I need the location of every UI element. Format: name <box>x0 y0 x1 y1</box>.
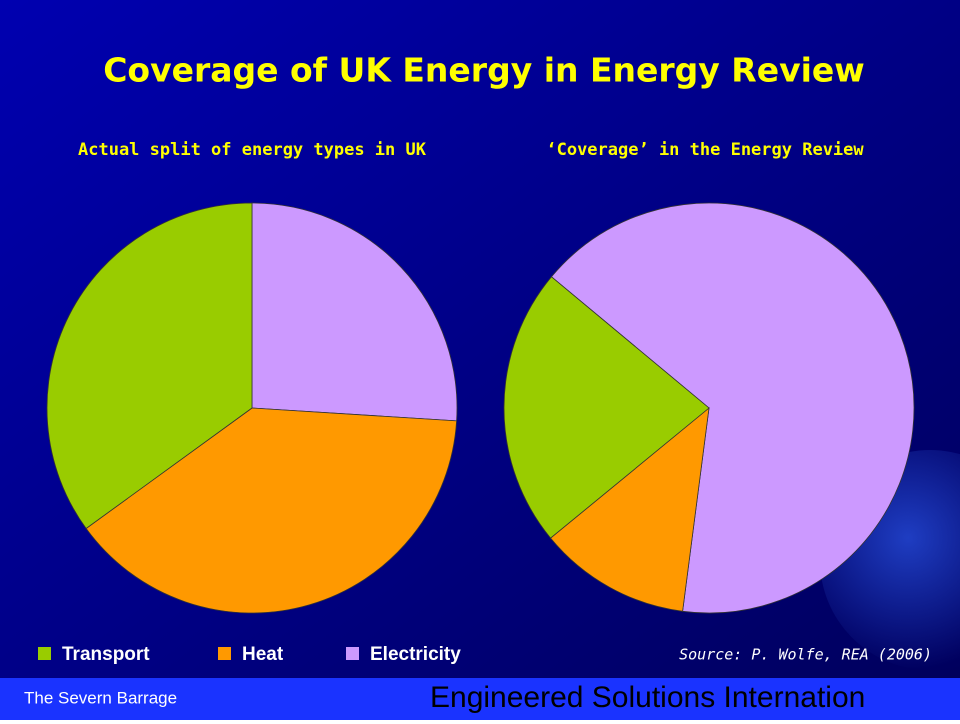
pie-slice <box>251 202 458 422</box>
chart-subtitle: Actual split of energy types in UK <box>78 140 427 160</box>
legend-label: Heat <box>242 644 284 665</box>
legend-swatch <box>38 647 51 660</box>
legend-swatch <box>218 647 231 660</box>
pie-slice <box>550 407 710 612</box>
pie-slice <box>85 407 458 614</box>
legend-label: Transport <box>62 644 150 665</box>
pie-slice <box>550 202 915 614</box>
footer-left: The Severn Barrage <box>24 688 177 707</box>
pie-slice <box>503 276 710 539</box>
charts: Actual split of energy types in UK ‘Cover… <box>46 140 915 614</box>
source-note: Source: P. Wolfe, REA (2006) <box>679 646 932 664</box>
legend: Transport Heat Electricity <box>38 644 461 665</box>
footer-right: Engineered Solutions Internation <box>430 681 865 714</box>
footer-bar <box>0 678 960 720</box>
slide-title: Coverage of UK Energy in Energy Review <box>103 51 865 90</box>
pie-slice <box>46 202 253 530</box>
legend-label: Electricity <box>370 644 461 665</box>
legend-swatch <box>346 647 359 660</box>
chart-subtitle: ‘Coverage’ in the Energy Review <box>546 140 864 160</box>
